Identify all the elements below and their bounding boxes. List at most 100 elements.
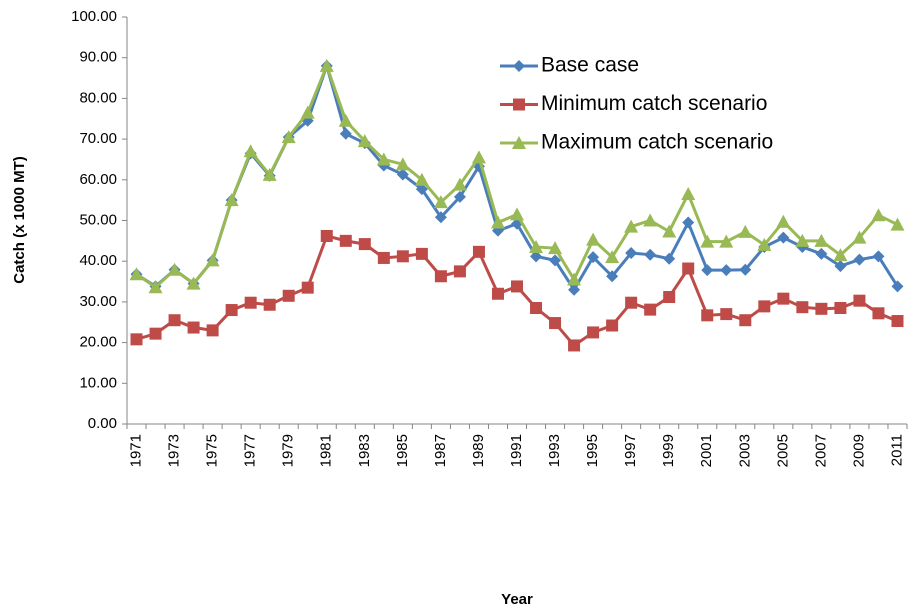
- point: [567, 272, 582, 286]
- x-tick-label: 1987: [432, 434, 449, 467]
- x-tick-label: 2003: [736, 434, 753, 467]
- point: [472, 245, 485, 258]
- point: [130, 333, 143, 346]
- point: [814, 233, 829, 247]
- point: [244, 296, 257, 309]
- point: [530, 250, 543, 263]
- x-tick-label: 2005: [774, 434, 791, 467]
- y-tick-label: 0.00: [88, 415, 117, 432]
- point: [739, 263, 752, 276]
- point: [643, 213, 658, 227]
- x-tick-label: 2009: [850, 434, 867, 467]
- point: [853, 294, 866, 307]
- x-tick-label: 1979: [280, 434, 297, 467]
- point: [890, 217, 905, 231]
- point: [129, 267, 144, 281]
- point: [452, 177, 467, 191]
- point: [434, 211, 447, 224]
- point: [206, 324, 219, 337]
- point: [282, 289, 295, 302]
- point: [662, 224, 677, 238]
- point: [738, 224, 753, 238]
- point: [853, 253, 866, 266]
- point: [758, 300, 771, 313]
- point: [719, 234, 734, 248]
- point: [148, 280, 163, 294]
- x-tick-label: 2011: [888, 434, 905, 466]
- x-tick-label: 1997: [622, 434, 639, 467]
- point: [796, 301, 809, 314]
- point: [471, 150, 486, 164]
- point: [453, 190, 466, 203]
- point: [777, 231, 790, 244]
- legend-label: Base case: [541, 54, 639, 77]
- x-tick-label: 2001: [698, 434, 715, 467]
- point: [701, 309, 714, 322]
- point: [491, 287, 504, 300]
- y-tick-label: 90.00: [79, 49, 117, 66]
- point: [568, 283, 581, 296]
- x-tick-label: 2007: [812, 434, 829, 467]
- point: [167, 262, 182, 276]
- point: [606, 319, 619, 332]
- point: [377, 251, 390, 264]
- point: [511, 280, 523, 293]
- x-tick-label: 1999: [660, 434, 677, 467]
- point: [358, 238, 371, 251]
- y-tick-label: 40.00: [79, 252, 117, 269]
- point: [815, 247, 828, 260]
- point: [376, 152, 391, 166]
- point: [625, 296, 638, 309]
- point: [549, 317, 562, 330]
- x-tick-label: 1991: [508, 434, 525, 467]
- point: [587, 251, 600, 264]
- point: [834, 260, 847, 273]
- y-tick-label: 20.00: [79, 334, 117, 351]
- point: [833, 248, 848, 262]
- point: [396, 168, 409, 181]
- legend-label: Maximum catch scenario: [541, 131, 773, 154]
- point: [339, 127, 352, 140]
- point: [776, 214, 791, 228]
- point: [357, 134, 372, 148]
- point: [624, 219, 639, 233]
- point: [606, 270, 619, 283]
- point: [224, 193, 239, 207]
- x-tick-label: 1989: [470, 434, 487, 467]
- point: [795, 233, 810, 247]
- point: [186, 276, 201, 290]
- x-axis-title: Year: [501, 591, 533, 608]
- x-tick-label: 1981: [318, 434, 335, 467]
- point: [243, 144, 258, 158]
- point: [320, 229, 333, 242]
- point: [852, 230, 867, 244]
- point: [168, 314, 181, 327]
- point: [205, 253, 220, 267]
- x-tick-label: 1983: [356, 434, 373, 467]
- point: [453, 265, 466, 278]
- point: [415, 247, 428, 260]
- x-tick-label: 1977: [242, 434, 259, 467]
- point: [510, 207, 524, 221]
- point: [700, 234, 715, 248]
- y-tick-label: 80.00: [79, 89, 117, 106]
- point: [891, 280, 904, 293]
- point: [872, 250, 885, 263]
- legend-marker: [513, 60, 525, 72]
- point: [757, 237, 772, 251]
- point: [415, 183, 428, 196]
- point: [587, 326, 600, 339]
- point: [739, 314, 752, 327]
- point: [530, 302, 543, 315]
- point: [319, 58, 334, 72]
- y-tick-label: 60.00: [79, 171, 117, 188]
- point: [682, 262, 695, 275]
- point: [149, 327, 162, 340]
- point: [300, 105, 315, 119]
- point: [262, 167, 277, 181]
- point: [396, 250, 409, 263]
- point: [720, 308, 733, 321]
- point: [644, 303, 657, 316]
